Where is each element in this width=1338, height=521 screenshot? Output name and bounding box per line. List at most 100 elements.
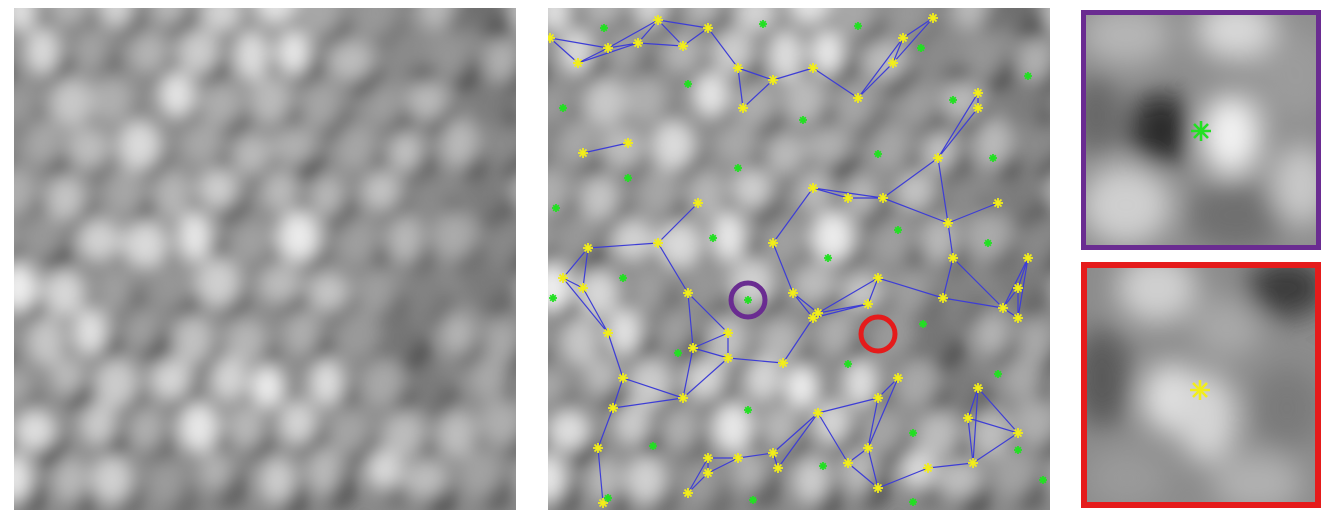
vertex-asterisk-icon <box>1013 428 1023 438</box>
vertex-asterisk-icon <box>768 448 778 458</box>
voronoi-vertex-markers <box>548 13 1033 508</box>
vertex-asterisk-icon <box>893 373 903 383</box>
voronoi-edge <box>682 347 694 399</box>
vertex-asterisk-icon <box>768 75 778 85</box>
vertex-asterisk-icon <box>578 148 588 158</box>
voronoi-edge <box>857 62 894 99</box>
center-asterisk-icon <box>604 494 612 502</box>
voronoi-edge <box>877 277 944 299</box>
purple-inset-crop <box>1081 10 1321 250</box>
center-asterisk-icon <box>894 226 902 234</box>
voronoi-edge <box>817 397 879 414</box>
voronoi-edge <box>707 27 739 69</box>
voronoi-edge <box>772 242 794 294</box>
voronoi-edge <box>637 42 684 47</box>
vertex-asterisk-icon <box>703 23 713 33</box>
voronoi-edge <box>687 292 694 349</box>
voronoi-edge <box>937 107 979 159</box>
center-asterisk-icon <box>984 239 992 247</box>
voronoi-edge <box>707 457 739 474</box>
vertex-asterisk-icon <box>733 63 743 73</box>
voronoi-edge <box>687 292 729 334</box>
center-asterisk-icon <box>734 164 742 172</box>
voronoi-edge <box>857 37 904 99</box>
voronoi-edge <box>867 447 879 489</box>
center-asterisk-icon <box>799 116 807 124</box>
voronoi-edge <box>812 67 859 99</box>
vertex-asterisk-icon <box>948 253 958 263</box>
vertex-asterisk-icon <box>973 88 983 98</box>
voronoi-edge <box>772 67 814 81</box>
vertex-asterisk-icon <box>1013 283 1023 293</box>
center-asterisk-icon <box>917 44 925 52</box>
vertex-asterisk-icon <box>653 15 663 25</box>
vertex-asterisk-icon <box>843 193 853 203</box>
voronoi-edge <box>587 242 659 249</box>
vertex-asterisk-icon <box>963 413 973 423</box>
voronoi-edge <box>582 142 629 154</box>
voronoi-edge <box>782 317 814 364</box>
voronoi-edge <box>772 412 819 454</box>
center-asterisk-icon <box>909 429 917 437</box>
vertex-asterisk-icon <box>808 63 818 73</box>
center-asterisk-icon <box>854 22 862 30</box>
vertex-asterisk-icon <box>578 283 588 293</box>
vertex-asterisk-icon <box>863 299 873 309</box>
vertex-asterisk-icon <box>938 293 948 303</box>
vertex-asterisk-icon <box>633 38 643 48</box>
voronoi-edge <box>577 47 609 64</box>
vertex-asterisk-icon <box>558 273 568 283</box>
vertex-asterisk-icon <box>603 43 613 53</box>
voronoi-edge <box>657 242 689 294</box>
vertex-asterisk-icon <box>623 138 633 148</box>
center-asterisk-icon <box>919 320 927 328</box>
vertex-asterisk-icon <box>968 458 978 468</box>
vertex-asterisk-icon <box>678 41 688 51</box>
voronoi-edge <box>582 287 609 334</box>
center-asterisk-icon <box>674 349 682 357</box>
center-asterisk-icon <box>709 234 717 242</box>
voronoi-edge <box>737 67 774 81</box>
voronoi-edge <box>972 432 1019 464</box>
voronoi-edge <box>637 19 659 44</box>
voronoi-edge <box>1002 257 1029 309</box>
vertex-asterisk-icon <box>703 468 713 478</box>
center-asterisk-icon <box>600 24 608 32</box>
voronoi-edge <box>927 462 974 469</box>
voronoi-edge <box>692 332 729 349</box>
center-asterisk-icon <box>759 20 767 28</box>
center-asterisk-icon <box>744 296 752 304</box>
center-asterisk-icon <box>559 104 567 112</box>
voronoi-edge <box>562 247 589 279</box>
vertex-asterisk-icon <box>768 238 778 248</box>
voronoi-edge <box>867 277 879 305</box>
voronoi-edge <box>812 303 869 319</box>
vertex-asterisk-icon <box>703 453 713 463</box>
red-highlight-circle <box>858 314 898 354</box>
voronoi-edge <box>817 277 879 314</box>
voronoi-edge <box>867 397 879 449</box>
voronoi-edge <box>657 202 699 244</box>
voronoi-edge <box>607 332 624 379</box>
voronoi-edge <box>902 17 934 39</box>
voronoi-edge <box>952 257 1004 309</box>
vertex-asterisk-icon <box>688 343 698 353</box>
vertex-asterisk-icon <box>878 193 888 203</box>
vertex-asterisk-icon <box>943 218 953 228</box>
voronoi-edge <box>622 377 684 399</box>
voronoi-edge <box>817 412 849 464</box>
center-asterisk-icon <box>624 174 632 182</box>
voronoi-edge <box>742 79 774 109</box>
voronoi-edge <box>882 157 939 199</box>
center-asterisk-icon <box>824 254 832 262</box>
voronoi-edge <box>877 467 929 489</box>
voronoi-edge <box>597 407 614 449</box>
vertex-asterisk-icon <box>733 453 743 463</box>
center-asterisk-icon <box>619 274 627 282</box>
voronoi-edge <box>549 37 609 49</box>
vertex-asterisk-icon <box>778 358 788 368</box>
voronoi-edge <box>597 447 604 504</box>
vertex-asterisk-icon <box>853 93 863 103</box>
center-asterisk-icon <box>749 496 757 504</box>
vertex-asterisk-icon <box>598 498 608 508</box>
